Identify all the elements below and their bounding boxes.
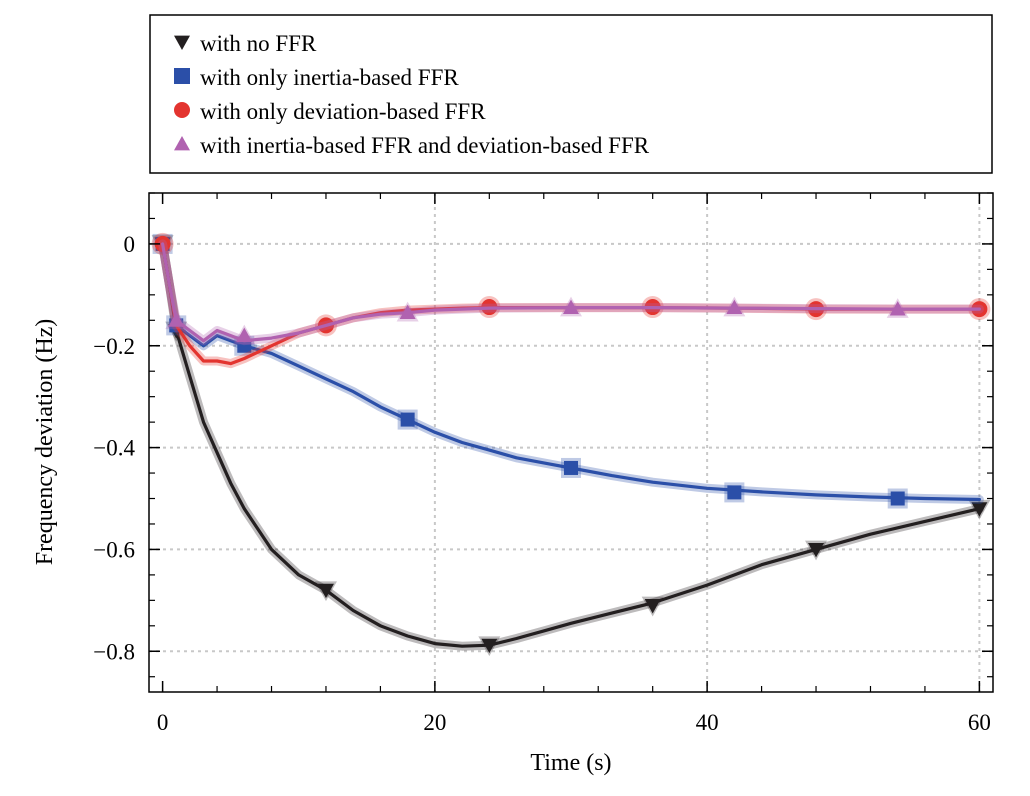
data-point bbox=[168, 312, 185, 327]
y-tick-label: 0 bbox=[124, 232, 136, 257]
y-tick-label: −0.6 bbox=[93, 537, 135, 562]
series-4 bbox=[158, 239, 984, 346]
x-tick-label: 20 bbox=[423, 710, 446, 735]
legend-item-2: with only inertia-based FFR bbox=[174, 65, 459, 90]
data-point bbox=[399, 304, 416, 320]
legend-label: with only inertia-based FFR bbox=[200, 65, 459, 90]
series-line-halo bbox=[158, 239, 984, 346]
legend-item-4: with inertia-based FFR and deviation-bas… bbox=[174, 133, 650, 158]
axes: 0 20 40 60 0 −0.2 −0.4 −0.6 −0.8 bbox=[93, 192, 993, 735]
data-point bbox=[644, 599, 661, 614]
legend-marker bbox=[174, 68, 190, 84]
data-point bbox=[400, 412, 415, 427]
plot-frame bbox=[148, 192, 994, 693]
legend-box bbox=[149, 14, 993, 174]
x-tick-label: 40 bbox=[696, 710, 719, 735]
y-axis-label: Frequency deviation (Hz) bbox=[32, 319, 58, 566]
x-axis-label: Time (s) bbox=[530, 750, 611, 776]
legend-item-3: with only deviation-based FFR bbox=[174, 99, 486, 124]
data-point bbox=[727, 485, 742, 500]
data-point bbox=[563, 299, 579, 314]
legend-marker bbox=[174, 102, 190, 118]
data-point bbox=[236, 327, 253, 342]
x-tick-label: 60 bbox=[968, 710, 991, 735]
data-point bbox=[726, 299, 743, 314]
data-point bbox=[237, 338, 252, 353]
y-tick-label: −0.2 bbox=[93, 334, 135, 359]
legend: with no FFR with only inertia-based FFR wi… bbox=[174, 31, 650, 158]
legend-label: with only deviation-based FFR bbox=[200, 99, 486, 124]
series-2 bbox=[152, 233, 984, 509]
x-tick-label: 0 bbox=[157, 710, 169, 735]
grid bbox=[149, 193, 993, 692]
series-layer bbox=[151, 232, 991, 657]
series-line bbox=[161, 242, 982, 648]
data-point bbox=[890, 491, 905, 506]
legend-marker bbox=[174, 35, 190, 50]
legend-label: with inertia-based FFR and deviation-bas… bbox=[200, 133, 650, 158]
data-point bbox=[889, 301, 906, 316]
data-point bbox=[971, 502, 988, 517]
data-point bbox=[564, 460, 578, 475]
series-line bbox=[161, 242, 982, 343]
data-point bbox=[317, 583, 334, 599]
data-point bbox=[481, 638, 498, 654]
data-point bbox=[808, 543, 825, 558]
y-tick-label: −0.4 bbox=[93, 436, 135, 461]
legend-item-1: with no FFR bbox=[174, 31, 317, 56]
legend-marker bbox=[174, 136, 190, 151]
legend-label: with no FFR bbox=[200, 31, 317, 56]
y-tick-label: −0.8 bbox=[93, 639, 135, 664]
